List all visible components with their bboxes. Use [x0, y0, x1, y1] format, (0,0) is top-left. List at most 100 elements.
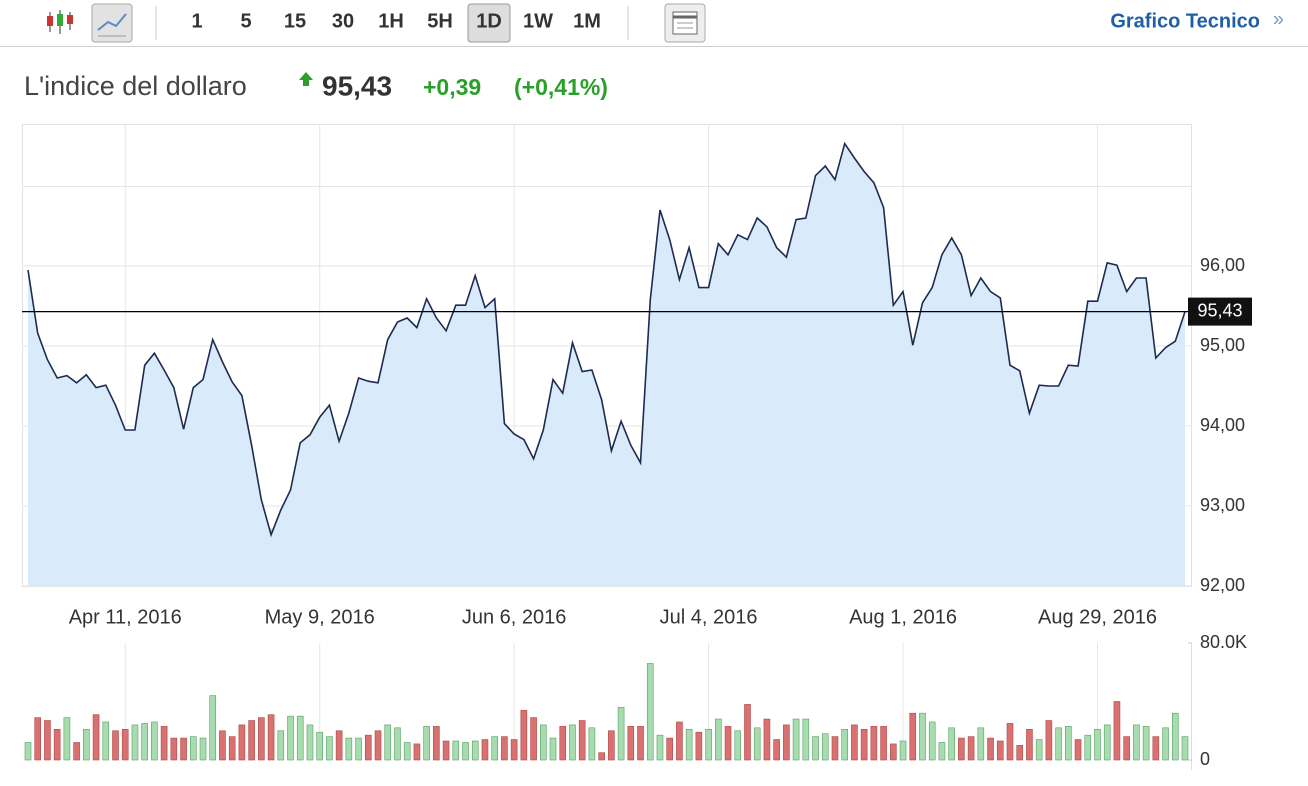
volume-bar [413, 743, 421, 761]
volume-bar [549, 737, 557, 761]
volume-bar [44, 720, 51, 761]
interval-button[interactable]: 1 [191, 10, 202, 32]
interval-button[interactable]: 1M [573, 10, 601, 32]
volume-bar [637, 726, 644, 761]
instrument-title: L'indice del dollaro [24, 71, 247, 101]
volume-bar [24, 742, 32, 761]
volume-bar [287, 715, 294, 761]
volume-bar [209, 695, 217, 761]
volume-bar [851, 724, 858, 761]
volume-bar [151, 721, 158, 761]
volume-bar [540, 724, 547, 761]
up-arrow [299, 72, 313, 86]
volume-bar [1045, 720, 1053, 761]
interval-button[interactable]: 1W [523, 10, 553, 32]
volume-bar [588, 727, 596, 761]
volume-bar [656, 734, 664, 761]
volume-bar [578, 720, 586, 761]
volume-bar [1123, 736, 1130, 761]
volume-bar [996, 740, 1004, 761]
volume-bar [1016, 745, 1024, 761]
price-area [28, 143, 1185, 586]
volume-bar [841, 728, 849, 761]
interval-button[interactable]: 1D [476, 10, 502, 32]
technical-chart-link[interactable]: Grafico Tecnico [1110, 10, 1260, 32]
volume-bar [705, 728, 712, 761]
volume-tick-label: 0 [1200, 749, 1210, 769]
volume-bar [102, 721, 110, 761]
volume-bar [763, 718, 771, 761]
volume-bar [520, 709, 528, 761]
volume-bar [510, 739, 518, 761]
volume-bar [724, 726, 732, 761]
volume-bar [899, 740, 907, 761]
volume-bar [569, 724, 576, 761]
volume-bar [277, 730, 285, 761]
toolbar [0, 0, 1308, 46]
volume-bar [695, 731, 703, 761]
volume-bar [160, 726, 168, 761]
volume-bar [1133, 724, 1140, 761]
volume-bar [374, 730, 382, 761]
volume-bar [384, 724, 392, 761]
volume-bar [685, 728, 693, 761]
volume-bar [248, 720, 255, 761]
layout-icon[interactable] [664, 3, 706, 43]
volume-bar [34, 717, 42, 761]
volume-bar [715, 718, 722, 761]
volume-bar [938, 742, 946, 761]
volume-bar [860, 728, 868, 761]
volume-bar [219, 730, 226, 761]
line-icon[interactable] [91, 3, 133, 43]
volume-bar [1162, 727, 1169, 761]
volume-bar [442, 740, 450, 761]
y-tick-label: 95,00 [1200, 335, 1245, 355]
interval-button[interactable]: 15 [284, 10, 306, 32]
volume-bar [481, 739, 489, 761]
volume-bar [987, 737, 994, 761]
volume-bar [676, 721, 683, 761]
volume-bar [452, 740, 460, 761]
volume-bar [773, 739, 780, 761]
volume-bar [598, 752, 605, 761]
volume-bar [792, 718, 800, 761]
interval-button[interactable]: 5 [240, 10, 251, 32]
volume-bar [880, 726, 887, 761]
volume-bar [228, 736, 236, 761]
link-arrow[interactable]: » [1273, 8, 1284, 30]
volume-bar [403, 742, 411, 761]
candle-icon[interactable] [47, 10, 73, 34]
volume-bar [977, 727, 985, 761]
y-tick-label: 92,00 [1200, 575, 1245, 595]
volume-bar [666, 737, 673, 761]
y-tick-label: 96,00 [1200, 255, 1245, 275]
volume-bar [608, 730, 615, 761]
volume-bar [559, 726, 567, 761]
volume-bar [870, 726, 878, 761]
price: 95,43 [322, 70, 392, 101]
volume-bar [462, 742, 469, 761]
volume-bar [394, 727, 401, 761]
volume-bar [423, 726, 430, 761]
volume-bar [1074, 739, 1082, 761]
volume-bar [821, 733, 829, 761]
price-change: +0,39 [423, 74, 481, 100]
volume-bar [1055, 727, 1062, 761]
volume-bar [627, 726, 635, 761]
volume-bar [1026, 728, 1033, 761]
volume-bar [258, 717, 265, 761]
volume-bar [345, 737, 353, 761]
interval-button[interactable]: 30 [332, 10, 354, 32]
volume-bar [92, 714, 100, 761]
interval-button[interactable]: 5H [427, 10, 453, 32]
volume-bar [646, 663, 654, 761]
volume-bar [180, 737, 187, 761]
interval-button[interactable]: 1H [378, 10, 404, 32]
volume-bar [617, 707, 625, 761]
x-tick-label: Jul 4, 2016 [660, 606, 758, 628]
volume-bar [433, 726, 440, 761]
active-interval [467, 3, 511, 43]
volume-bar [1084, 734, 1092, 761]
